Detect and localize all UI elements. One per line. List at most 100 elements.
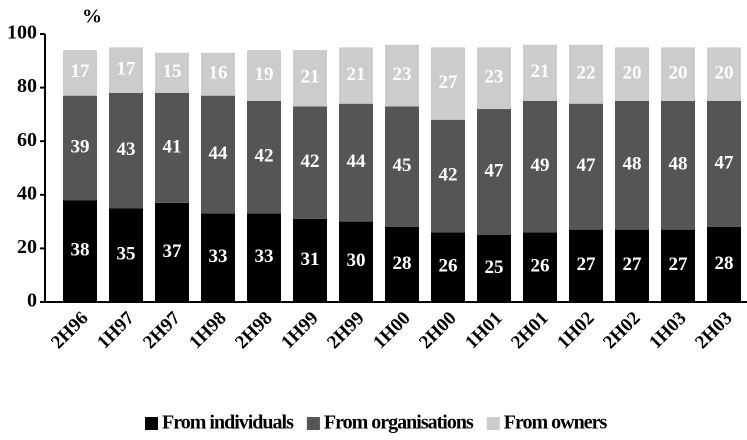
bar-segment <box>109 208 143 302</box>
x-tick-label: 2H03 <box>691 308 736 353</box>
value-label: 48 <box>669 154 688 175</box>
value-label: 31 <box>301 249 320 270</box>
value-label: 26 <box>439 256 458 277</box>
bar-segment <box>431 232 465 302</box>
bar-segment <box>385 106 419 227</box>
y-axis-label: % <box>82 6 102 28</box>
bar-segment <box>431 119 465 233</box>
value-label: 44 <box>347 151 367 172</box>
value-label: 48 <box>623 154 642 175</box>
bar-segment <box>523 232 557 302</box>
x-tick-label: 1H02 <box>553 308 598 353</box>
value-label: 21 <box>347 64 366 85</box>
value-label: 33 <box>209 246 228 267</box>
value-label: 42 <box>255 146 274 167</box>
bar-segment <box>569 103 603 230</box>
x-tick-label: 1H98 <box>185 308 230 353</box>
bar-segment <box>339 221 373 302</box>
bar-segment <box>615 47 649 101</box>
value-label: 42 <box>301 151 320 172</box>
bar-segment <box>707 47 741 101</box>
x-tick-label: 2H97 <box>139 307 185 353</box>
value-label: 20 <box>623 63 642 84</box>
value-label: 22 <box>577 63 596 84</box>
bar-segment <box>247 213 281 302</box>
bar-segment <box>293 106 327 219</box>
bar-segment <box>661 47 695 101</box>
value-label: 33 <box>255 246 274 267</box>
value-label: 28 <box>715 253 734 274</box>
bar-segment <box>201 213 235 302</box>
value-label: 27 <box>669 254 689 275</box>
value-label: 20 <box>715 63 734 84</box>
legend-label: From owners <box>504 412 608 434</box>
value-label: 20 <box>669 63 688 84</box>
bar-segment <box>523 44 557 101</box>
x-tick-label: 1H01 <box>461 308 506 353</box>
y-tick-label: 20 <box>17 236 37 258</box>
bar-segment <box>615 229 649 302</box>
legend-swatch <box>145 417 158 430</box>
value-label: 47 <box>715 152 735 173</box>
bar-segment <box>109 92 143 209</box>
value-label: 16 <box>209 63 228 84</box>
value-label: 25 <box>485 257 504 278</box>
value-label: 41 <box>163 136 182 157</box>
x-tick-label: 2H99 <box>323 308 368 353</box>
bar-segment <box>339 47 373 104</box>
legend-label: From organisations <box>324 412 474 434</box>
value-label: 45 <box>393 155 412 176</box>
value-label: 21 <box>301 67 320 88</box>
x-tick-label: 2H96 <box>47 308 92 353</box>
x-tick-label: 1H97 <box>93 307 139 353</box>
value-label: 23 <box>485 67 504 88</box>
value-label: 47 <box>577 155 597 176</box>
bar-segment <box>155 92 189 203</box>
value-label: 37 <box>163 241 183 262</box>
bar-segment <box>661 101 695 230</box>
legend-swatch <box>486 417 500 430</box>
legend-label: From individuals <box>162 412 294 434</box>
value-label: 26 <box>531 256 550 277</box>
value-label: 39 <box>71 136 90 157</box>
bar-segment <box>201 52 235 96</box>
value-label: 27 <box>577 254 597 275</box>
bar-segment <box>247 101 281 214</box>
y-tick-label: 40 <box>17 182 37 204</box>
value-label: 49 <box>531 155 550 176</box>
value-label: 17 <box>117 59 137 80</box>
value-label: 43 <box>117 139 136 160</box>
value-label: 27 <box>439 72 459 93</box>
bar-segment <box>569 44 603 104</box>
y-tick-label: 60 <box>17 129 37 151</box>
bar-segment <box>615 101 649 230</box>
bar-segment <box>477 47 511 110</box>
value-label: 30 <box>347 250 366 271</box>
bar-segment <box>293 50 327 107</box>
bar-segment <box>707 226 741 302</box>
bar-segment <box>385 44 419 107</box>
bar-segment <box>63 200 97 302</box>
bar-segment <box>523 101 557 233</box>
bar-segment <box>477 109 511 235</box>
value-label: 21 <box>531 61 550 82</box>
bar-segment <box>707 101 741 227</box>
value-label: 27 <box>623 254 643 275</box>
value-label: 15 <box>163 61 182 82</box>
bar-segment <box>339 103 373 222</box>
bar-segment <box>63 95 97 201</box>
bar-segment <box>155 202 189 302</box>
bar-segment <box>201 95 235 214</box>
x-tick-label: 2H00 <box>415 308 460 353</box>
y-tick-label: 100 <box>7 22 37 44</box>
y-tick-label: 0 <box>27 290 37 312</box>
value-label: 38 <box>71 239 90 260</box>
x-tick-label: 1H99 <box>277 308 322 353</box>
value-label: 19 <box>255 64 274 85</box>
bar-segment <box>109 47 143 93</box>
value-label: 35 <box>117 243 136 264</box>
value-label: 17 <box>71 61 91 82</box>
y-tick-label: 80 <box>17 75 37 97</box>
value-label: 28 <box>393 253 412 274</box>
